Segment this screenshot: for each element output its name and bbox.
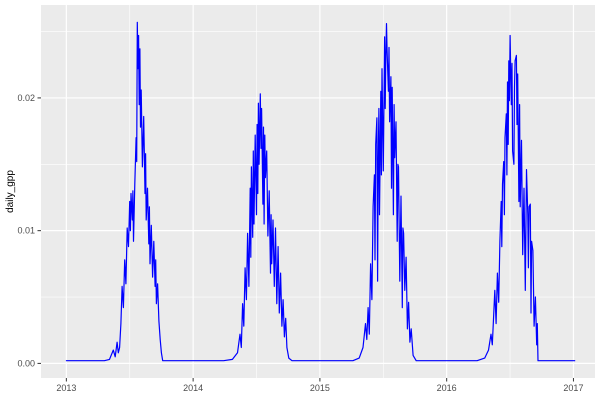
- x-tick-label: 2017: [563, 383, 583, 393]
- y-axis-title: daily_gpp: [5, 170, 16, 213]
- x-tick-label: 2014: [183, 383, 203, 393]
- y-tick-label: 0.00: [17, 358, 35, 368]
- x-tick-label: 2016: [437, 383, 457, 393]
- y-tick-label: 0.02: [17, 93, 35, 103]
- y-tick-label: 0.01: [17, 226, 35, 236]
- x-tick-label: 2015: [310, 383, 330, 393]
- data-line-daily_gpp: [65, 21, 576, 362]
- plot-panel: [41, 5, 595, 378]
- x-tick-label: 2013: [56, 383, 76, 393]
